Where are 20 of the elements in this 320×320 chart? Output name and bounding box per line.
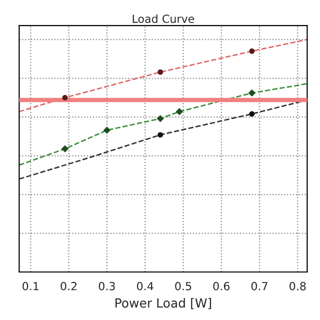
x-axis-title: Power Load [W] bbox=[116, 298, 212, 310]
x-tick-label: 0.6 bbox=[213, 282, 230, 290]
x-tick-label: 0.8 bbox=[290, 282, 306, 290]
point bbox=[158, 69, 164, 75]
x-tick-label: 0.7 bbox=[251, 282, 268, 290]
x-tick-label: 0.4 bbox=[136, 282, 154, 290]
x-tick-label: 0.3 bbox=[98, 282, 115, 290]
x-tick-label: 0.1 bbox=[22, 282, 38, 290]
point bbox=[249, 48, 255, 54]
x-tick-label: 0.5 bbox=[175, 282, 192, 290]
point bbox=[176, 108, 183, 116]
point bbox=[248, 90, 256, 96]
x-tick-label: 0.2 bbox=[60, 282, 77, 290]
point bbox=[249, 111, 255, 117]
point bbox=[156, 115, 164, 122]
point bbox=[158, 132, 164, 138]
point bbox=[62, 145, 68, 152]
point bbox=[62, 94, 68, 100]
point bbox=[103, 126, 110, 134]
chart-title: Load Curve bbox=[132, 14, 194, 23]
